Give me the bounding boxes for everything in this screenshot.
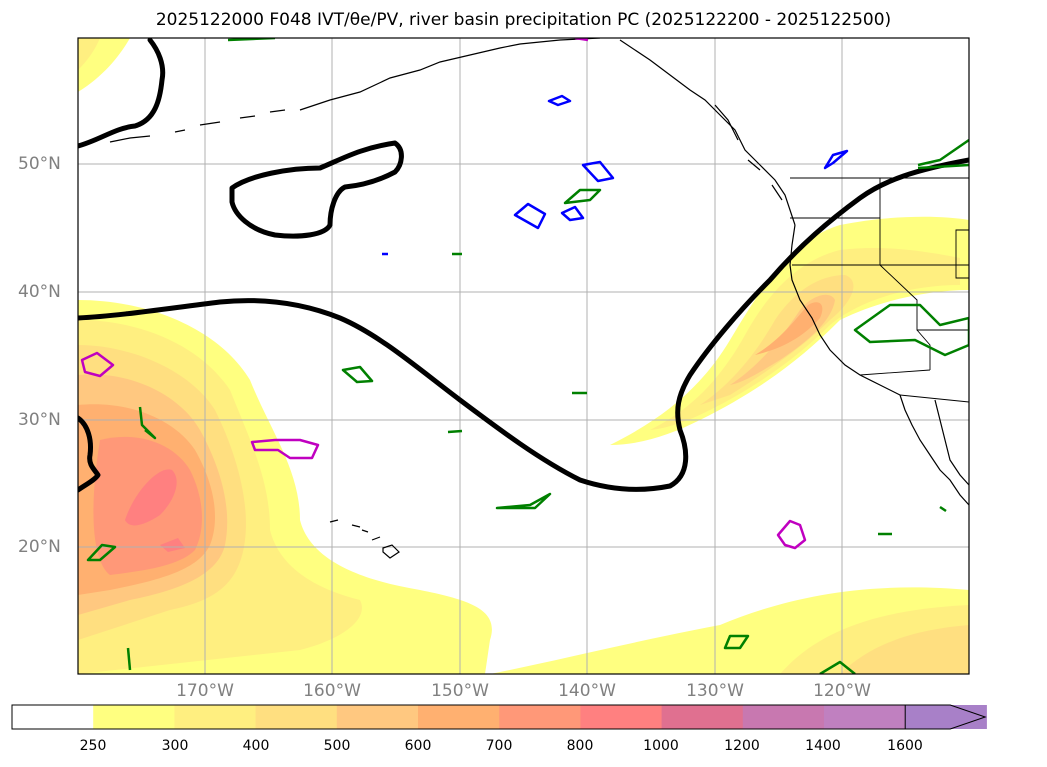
pv-blue-1 — [547, 94, 572, 107]
pv-green-9 — [853, 303, 969, 357]
lon-label-170w: 170°W — [176, 681, 234, 701]
colorbar-segment — [499, 705, 581, 729]
colorbar-tick-800: 800 — [566, 738, 594, 754]
colorbar-tick-500: 500 — [323, 738, 351, 754]
pv-magenta-3 — [776, 519, 807, 550]
pv-blue-4 — [560, 205, 585, 222]
pv-green-7 — [819, 660, 856, 674]
pv-green-8 — [917, 138, 969, 170]
ivt-fill-800 — [125, 469, 177, 526]
pv-magenta-1 — [80, 351, 115, 378]
colorbar-tick-1600: 1600 — [887, 738, 923, 754]
colorbar-extend-arrow — [904, 704, 987, 730]
colorbar — [11, 704, 987, 730]
gridlines — [78, 38, 969, 674]
theta-contour-west — [78, 415, 101, 493]
colorbar-tick-250: 250 — [79, 738, 107, 754]
colorbar-tick-600: 600 — [404, 738, 432, 754]
ivt-fill-800b — [160, 538, 185, 552]
pv-green-11 — [126, 647, 132, 671]
colorbar-segment — [336, 705, 419, 729]
colorbar-tick-1000: 1000 — [643, 738, 679, 754]
lat-label-20: 20°N — [18, 537, 61, 557]
title-text: 2025122000 F048 IVT/θe/PV, river basin p… — [155, 10, 892, 30]
colorbar-segment — [255, 705, 338, 729]
coastline-bc-islands — [714, 104, 783, 201]
pv-blue-5 — [823, 149, 849, 170]
theta-contour-nw — [78, 38, 166, 149]
colorbar-tick-1400: 1400 — [805, 738, 841, 754]
border-mexico — [899, 394, 969, 403]
coastline-baja-gulf — [934, 399, 969, 486]
pv-contours — [80, 38, 969, 674]
lat-label-30: 30°N — [18, 410, 61, 430]
pv-blue-2 — [581, 160, 615, 183]
colorbar-segment — [12, 705, 94, 729]
island-hawaii — [329, 519, 400, 559]
pv-magenta-2 — [250, 438, 320, 460]
colorbar-segment — [580, 705, 663, 729]
ivt-shading — [78, 38, 969, 674]
map-frame — [77, 37, 970, 675]
pv-green-3 — [138, 406, 157, 440]
ivt-fill-nw2 — [78, 38, 100, 70]
colorbar-outline — [11, 704, 906, 730]
colorbar-tick-700: 700 — [485, 738, 513, 754]
pv-green-1 — [563, 188, 602, 205]
colorbar-segment — [174, 705, 257, 729]
pv-green-12 — [447, 252, 947, 536]
lat-label-40: 40°N — [18, 282, 61, 302]
ivt-fill-south3 — [840, 625, 969, 674]
lon-label-160w: 160°W — [303, 681, 361, 701]
ivt-fill-east-600 — [755, 302, 823, 355]
pv-blue-3 — [513, 202, 547, 230]
pv-green-5 — [86, 543, 117, 562]
colorbar-tick-400: 400 — [242, 738, 270, 754]
colorbar-segment — [93, 705, 175, 729]
theta-contours — [78, 38, 969, 493]
coastlines — [109, 38, 969, 559]
colorbar-segment — [824, 705, 906, 729]
colorbar-segment — [418, 705, 500, 729]
lon-label-120w: 120°W — [813, 681, 871, 701]
coastline-uswest — [789, 224, 901, 396]
lon-label-140w: 140°W — [558, 681, 616, 701]
colorbar-tick-300: 300 — [161, 738, 189, 754]
map-title: 2025122000 F048 IVT/θe/PV, river basin p… — [0, 10, 1047, 30]
coastline-alaska — [299, 38, 601, 111]
lon-label-150w: 150°W — [431, 681, 489, 701]
lat-label-50: 50°N — [18, 154, 61, 174]
pv-green-2 — [341, 365, 374, 384]
pv-green-6 — [723, 634, 750, 650]
pv-green-4 — [495, 492, 552, 510]
coastline-aleutians — [109, 109, 286, 143]
lon-label-130w: 130°W — [686, 681, 744, 701]
colorbar-segment — [742, 705, 825, 729]
coastline-bc — [619, 39, 796, 226]
coastline-baja — [899, 394, 969, 506]
colorbar-segment — [661, 705, 744, 729]
theta-contour-main — [78, 157, 969, 492]
theta-contour-closed — [229, 140, 404, 239]
colorbar-tick-1200: 1200 — [724, 738, 760, 754]
